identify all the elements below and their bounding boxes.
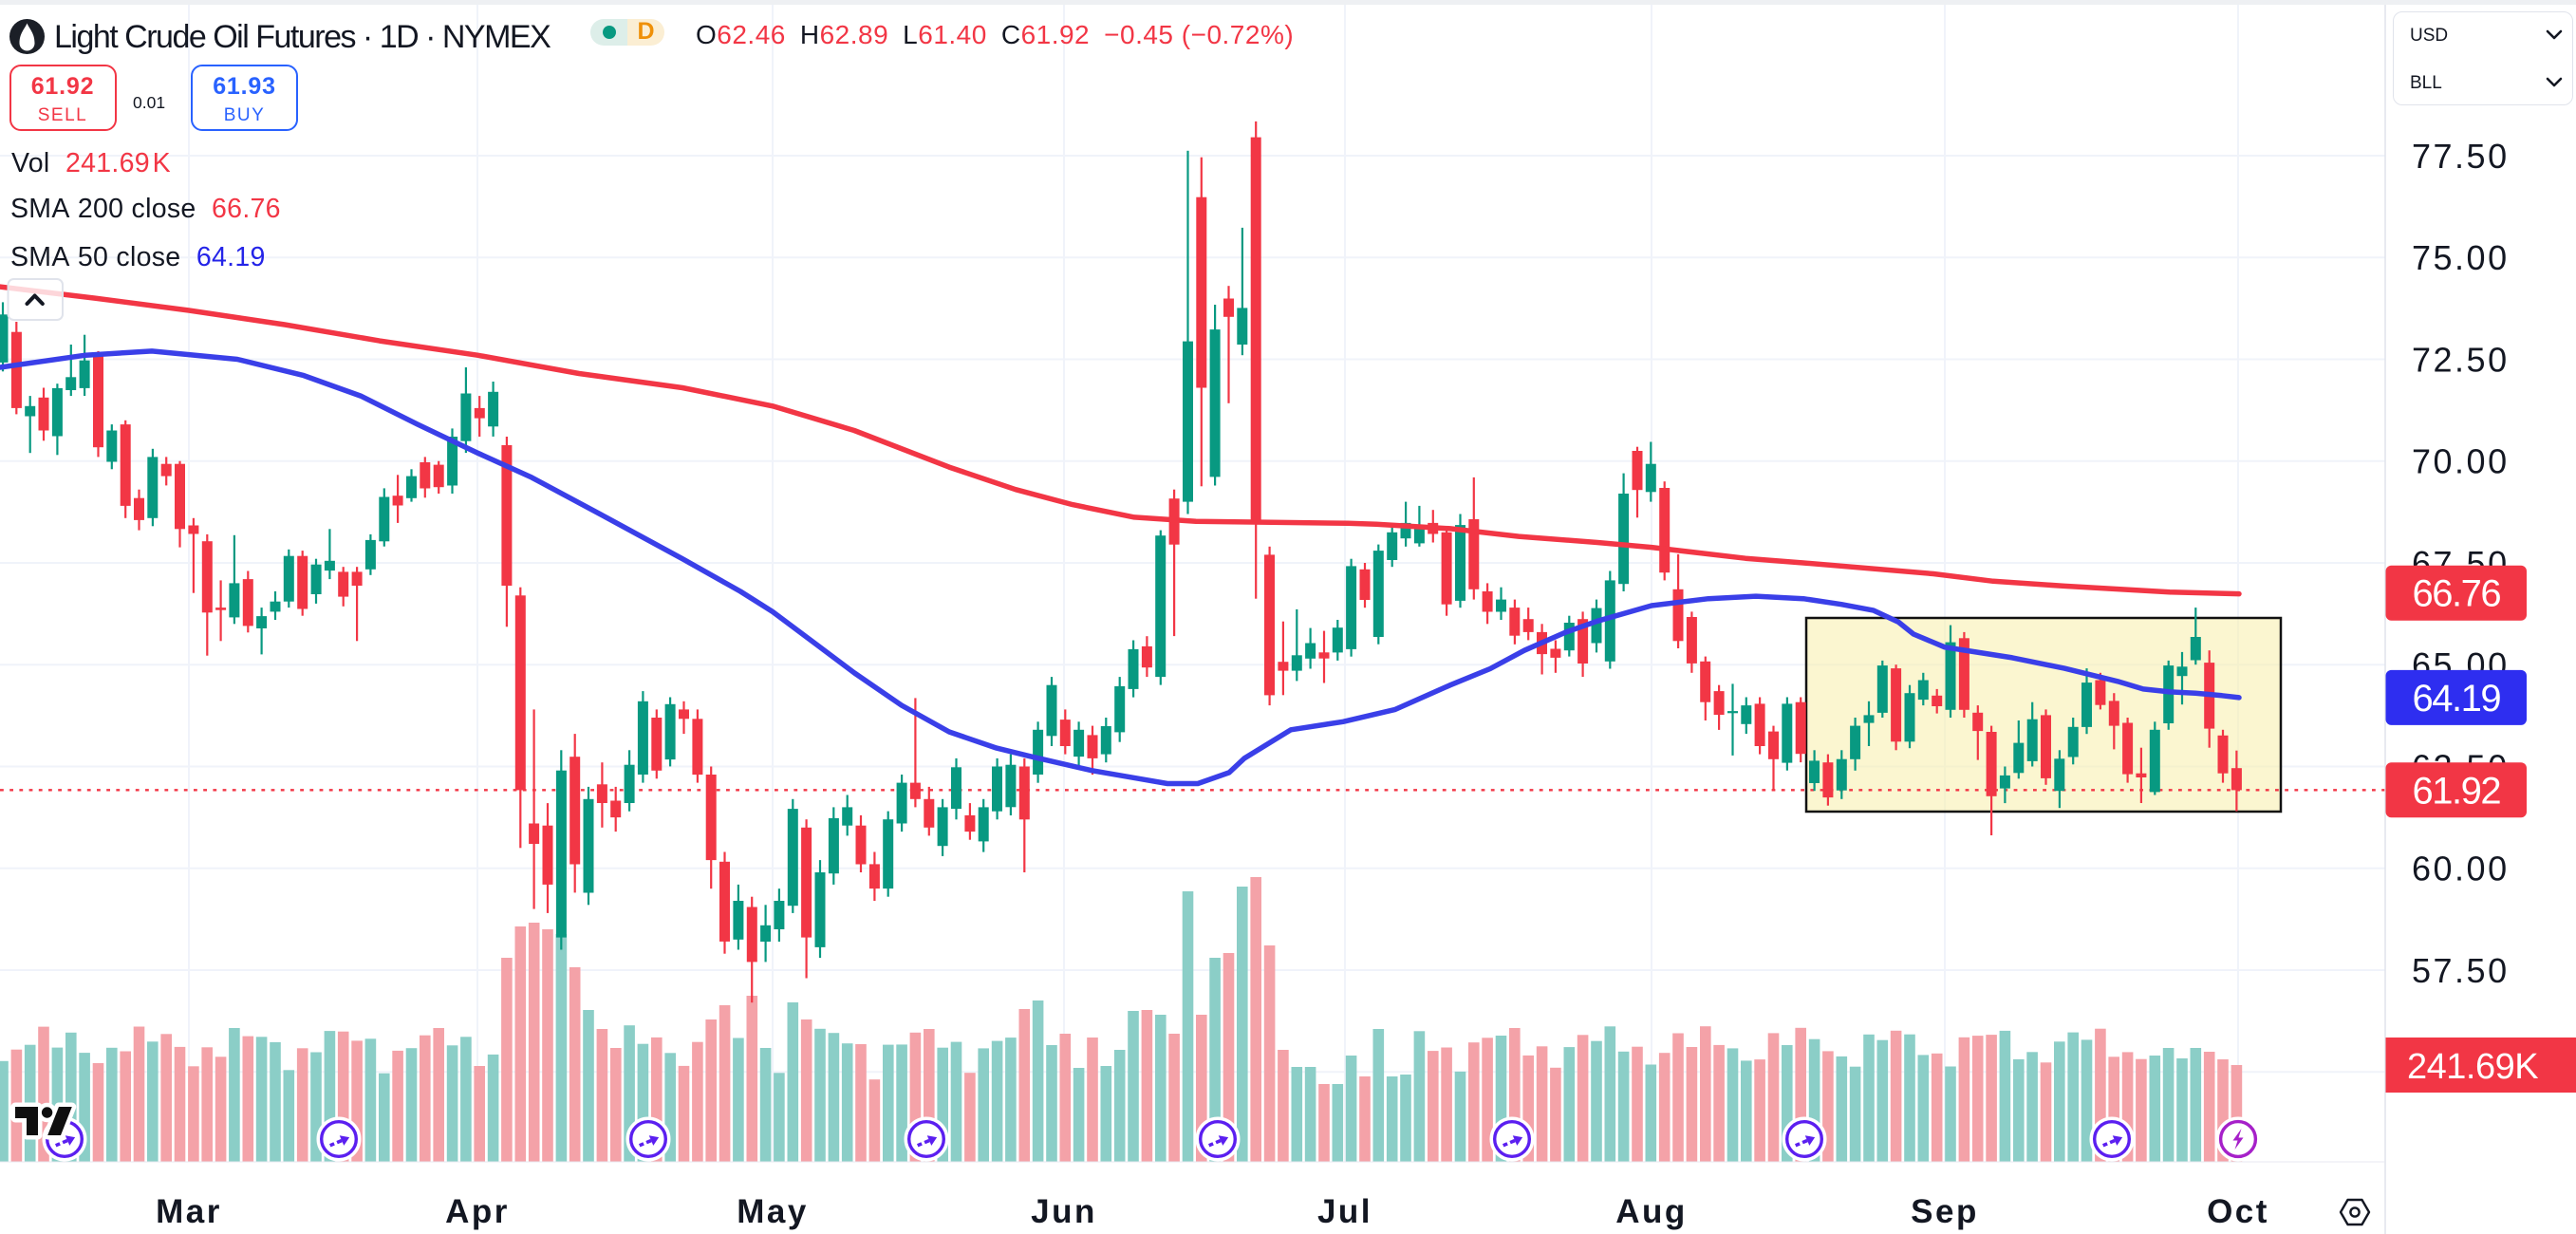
svg-text:May: May — [737, 1193, 809, 1230]
svg-text:Apr: Apr — [445, 1193, 510, 1230]
svg-text:Jun: Jun — [1031, 1193, 1097, 1230]
svg-text:Aug: Aug — [1615, 1193, 1688, 1230]
svg-text:66.76: 66.76 — [2412, 573, 2500, 615]
svg-text:75.00: 75.00 — [2412, 238, 2510, 277]
svg-text:77.50: 77.50 — [2412, 137, 2510, 176]
svg-text:241.69K: 241.69K — [2407, 1047, 2538, 1087]
svg-text:Jul: Jul — [1317, 1193, 1372, 1230]
svg-text:60.00: 60.00 — [2412, 850, 2510, 888]
svg-text:Sep: Sep — [1911, 1193, 1979, 1230]
svg-text:Oct: Oct — [2207, 1193, 2269, 1230]
svg-text:64.19: 64.19 — [2412, 678, 2500, 720]
svg-text:57.50: 57.50 — [2412, 951, 2510, 990]
svg-text:61.92: 61.92 — [2412, 770, 2500, 812]
svg-text:70.00: 70.00 — [2412, 442, 2510, 481]
svg-text:72.50: 72.50 — [2412, 341, 2510, 380]
svg-text:Mar: Mar — [156, 1193, 222, 1230]
